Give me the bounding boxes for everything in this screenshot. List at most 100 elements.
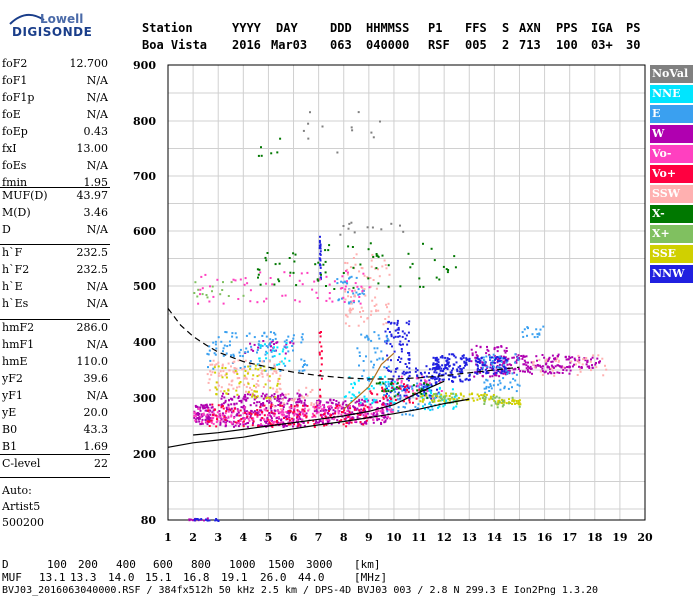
data-point (273, 393, 276, 395)
footer-distance-value: 3000 (306, 558, 333, 571)
data-point (474, 371, 477, 374)
data-point (195, 405, 197, 408)
param-value: N/A (86, 108, 108, 121)
data-point (255, 404, 258, 407)
data-point (390, 359, 392, 362)
data-point (235, 336, 238, 339)
data-point (358, 355, 361, 357)
data-point (227, 415, 230, 418)
data-point (405, 387, 408, 390)
data-point (256, 268, 259, 271)
data-point (318, 402, 321, 405)
data-point (364, 404, 367, 407)
data-point (296, 415, 299, 418)
param-row: hmF2 286.0 (2, 321, 108, 338)
data-point (258, 268, 261, 271)
data-point (502, 362, 505, 364)
footer-distance-unit: [km] (354, 558, 381, 571)
data-point (375, 303, 378, 306)
data-point (441, 370, 444, 373)
data-point (437, 363, 440, 366)
data-point (423, 376, 426, 379)
data-point (269, 338, 272, 341)
data-point (427, 407, 430, 410)
data-point (232, 409, 235, 412)
data-point (221, 367, 224, 369)
data-point (350, 300, 353, 303)
data-point (500, 345, 503, 348)
data-point (222, 370, 225, 373)
data-point (340, 407, 343, 410)
data-point (475, 363, 478, 366)
data-point (281, 409, 284, 412)
data-point (268, 414, 271, 417)
data-point (271, 283, 274, 286)
data-point (313, 425, 316, 428)
data-point (252, 349, 255, 352)
data-point (505, 358, 508, 361)
data-point (498, 355, 501, 358)
data-point (501, 370, 504, 373)
header-label-ffs: FFS (465, 21, 487, 35)
data-point (251, 393, 254, 396)
data-point (502, 377, 505, 380)
data-point (301, 369, 304, 372)
data-point (253, 384, 256, 387)
data-point (514, 402, 516, 405)
data-point (281, 424, 284, 427)
data-point (212, 416, 215, 419)
data-point (391, 345, 393, 348)
data-point (247, 411, 250, 414)
data-point (451, 353, 453, 356)
footer-muf-value: 16.8 (183, 571, 210, 584)
data-point (418, 277, 421, 280)
data-point (280, 401, 283, 404)
data-point (302, 421, 305, 424)
data-point (288, 257, 291, 259)
data-point (270, 368, 273, 371)
data-point (320, 377, 323, 380)
data-point (419, 371, 422, 374)
data-point (359, 302, 362, 305)
data-point (358, 398, 361, 401)
data-point (376, 358, 379, 361)
param-row: MUF(D) 43.97 (2, 189, 108, 206)
legend-item: NoVal (650, 65, 693, 83)
data-point (194, 518, 196, 521)
data-point (581, 363, 584, 366)
data-point (343, 395, 346, 398)
data-point (376, 407, 379, 409)
x-tick-label: 20 (637, 531, 653, 544)
data-point (388, 403, 391, 406)
data-point (557, 353, 560, 356)
data-point (354, 401, 357, 404)
data-point (271, 372, 274, 375)
data-point (344, 400, 347, 403)
data-point (561, 372, 564, 374)
data-point (363, 414, 366, 417)
data-point (343, 280, 346, 283)
data-point (387, 315, 390, 318)
data-point (396, 379, 399, 382)
data-point (439, 369, 442, 372)
data-point (387, 390, 390, 393)
y-tick-label: 300 (133, 392, 156, 405)
data-point (513, 371, 516, 374)
data-point (494, 396, 497, 399)
data-point (352, 292, 355, 295)
data-point (551, 365, 554, 368)
data-point (199, 288, 202, 291)
data-point (278, 417, 280, 420)
data-point (535, 328, 538, 331)
param-name: h`Es (2, 297, 29, 310)
data-point (394, 399, 397, 401)
data-point (362, 369, 365, 372)
data-point (399, 361, 402, 363)
data-point (224, 422, 227, 425)
data-point (385, 390, 388, 393)
data-point (551, 354, 554, 357)
data-point (212, 367, 215, 370)
footer-muf-label: MUF (2, 571, 22, 584)
data-point (197, 288, 200, 291)
data-point (287, 335, 290, 338)
